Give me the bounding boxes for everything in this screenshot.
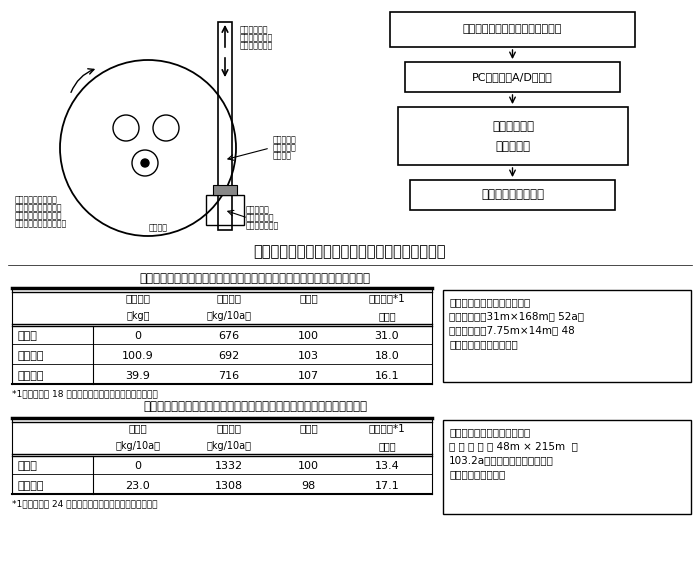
Text: 103.2a。栽培調査の関係から、: 103.2a。栽培調査の関係から、: [449, 455, 554, 465]
Text: 100: 100: [298, 331, 319, 341]
Text: 100.9: 100.9: [122, 351, 153, 361]
Text: 表２　供試施肥機（側条追肥）を用いた飼料用トウモロコシの収量結果: 表２ 供試施肥機（側条追肥）を用いた飼料用トウモロコシの収量結果: [143, 400, 367, 412]
Text: 0: 0: [134, 331, 141, 341]
Text: 103: 103: [298, 351, 319, 361]
Text: 16.1: 16.1: [374, 371, 399, 381]
Text: 変動係数*1: 変動係数*1: [369, 293, 405, 303]
Text: 部分追肥: 部分追肥: [17, 371, 43, 381]
Text: （kg）: （kg）: [126, 311, 150, 321]
Bar: [390, 12, 635, 47]
Bar: [213, 185, 237, 195]
Text: 全面追肥: 全面追肥: [17, 351, 43, 361]
Text: 乾物収量: 乾物収量: [216, 423, 242, 433]
Text: 98: 98: [302, 481, 316, 491]
Text: 乾物収量: 乾物収量: [216, 293, 242, 303]
Text: 図２　ポテンショメータの取り付けとモニタ表示: 図２ ポテンショメータの取り付けとモニタ表示: [253, 244, 447, 260]
Text: 追肥総量: 追肥総量: [125, 293, 150, 303]
Text: 23.0: 23.0: [125, 481, 150, 491]
Text: 収量比: 収量比: [299, 423, 318, 433]
Text: 安定化電源: 安定化電源: [496, 141, 531, 153]
Text: ストローク: ストローク: [273, 135, 297, 145]
Text: 値が変化する。: 値が変化する。: [246, 222, 279, 230]
Text: 全面追肥、部分追肥区ともに: 全面追肥、部分追肥区ともに: [449, 297, 531, 307]
Text: （％）: （％）: [378, 441, 395, 451]
Text: ポテンショ: ポテンショ: [273, 143, 297, 153]
Text: 17.1: 17.1: [374, 481, 400, 491]
Text: 圃場面積は、31m×168mの 52a。: 圃場面積は、31m×168mの 52a。: [449, 311, 584, 321]
Text: 107: 107: [298, 371, 319, 381]
Text: 目盛がある部分。回転: 目盛がある部分。回転: [15, 203, 62, 213]
Text: 電動シリンダ: 電動シリンダ: [240, 25, 269, 35]
Text: の開閉を行う。: の開閉を行う。: [240, 41, 273, 51]
Text: *1：処理区内 18 点の坪刈りデータの乾物収量から算出: *1：処理区内 18 点の坪刈りデータの乾物収量から算出: [12, 389, 158, 399]
Text: 1308: 1308: [215, 481, 243, 491]
Text: 676: 676: [218, 331, 239, 341]
Text: パソコンに取り込んでモニタ表示: パソコンに取り込んでモニタ表示: [463, 25, 562, 35]
Text: メーター: メーター: [273, 151, 292, 161]
Text: （kg/10a）: （kg/10a）: [206, 311, 251, 321]
Bar: [443, 290, 691, 382]
Text: 電圧補正回路: 電圧補正回路: [492, 120, 534, 134]
Text: 全面追肥: 全面追肥: [17, 481, 43, 491]
Text: 692: 692: [218, 351, 239, 361]
Bar: [410, 180, 615, 210]
Circle shape: [141, 159, 149, 167]
Text: この部分が: この部分が: [246, 206, 270, 214]
Bar: [443, 420, 691, 514]
Text: させることによりシャ: させることによりシャ: [15, 211, 62, 221]
Text: （kg/10a）: （kg/10a）: [116, 441, 160, 451]
Text: 区画に分割して行った。: 区画に分割して行った。: [449, 339, 518, 349]
Bar: [398, 107, 628, 165]
Text: 100: 100: [298, 461, 319, 471]
Text: 無施肥: 無施肥: [17, 331, 37, 341]
Text: 31.0: 31.0: [374, 331, 399, 341]
Text: 18.0: 18.0: [374, 351, 400, 361]
Text: 無施肥、全面追肥区ともに圃: 無施肥、全面追肥区ともに圃: [449, 427, 531, 437]
Text: 場 面 積 は 、 48m × 215m  の: 場 面 積 は 、 48m × 215m の: [449, 441, 578, 451]
Text: 13.4: 13.4: [374, 461, 400, 471]
Text: 回転する: 回転する: [148, 223, 167, 233]
Text: *1：処理区内 24 点の坪刈りデータの乾物収量から算出: *1：処理区内 24 点の坪刈りデータの乾物収量から算出: [12, 499, 158, 509]
Bar: [405, 62, 620, 92]
Text: 収量比: 収量比: [299, 293, 318, 303]
Text: ポテンショメーター: ポテンショメーター: [481, 188, 544, 202]
Text: 0: 0: [134, 461, 141, 471]
Bar: [206, 195, 244, 225]
Text: によりシャッタ: によりシャッタ: [240, 33, 273, 43]
Text: 追肥量: 追肥量: [128, 423, 147, 433]
Text: 39.9: 39.9: [125, 371, 150, 381]
Text: 無施肥: 無施肥: [17, 461, 37, 471]
Text: 716: 716: [218, 371, 239, 381]
Text: （％）: （％）: [378, 311, 395, 321]
Text: 1332: 1332: [215, 461, 243, 471]
Text: （kg/10a）: （kg/10a）: [206, 441, 251, 451]
Text: 前後して抵抗: 前後して抵抗: [246, 214, 274, 222]
Text: 全面追肥を行った。: 全面追肥を行った。: [449, 469, 505, 479]
Text: ッターの開閉をさせる。: ッターの開閉をさせる。: [15, 219, 67, 229]
Text: ブロードキャスタの: ブロードキャスタの: [15, 195, 57, 204]
Bar: [218, 22, 232, 230]
Text: PCカード型A/D変換器: PCカード型A/D変換器: [472, 72, 553, 82]
Text: 変動係数*1: 変動係数*1: [369, 423, 405, 433]
Text: 部分施肥は、7.75m×14mの 48: 部分施肥は、7.75m×14mの 48: [449, 325, 575, 335]
Text: 表１　供試施肥機（広幅追肥）を用いたイタリアンライグラスの収量結果: 表１ 供試施肥機（広幅追肥）を用いたイタリアンライグラスの収量結果: [139, 271, 370, 285]
